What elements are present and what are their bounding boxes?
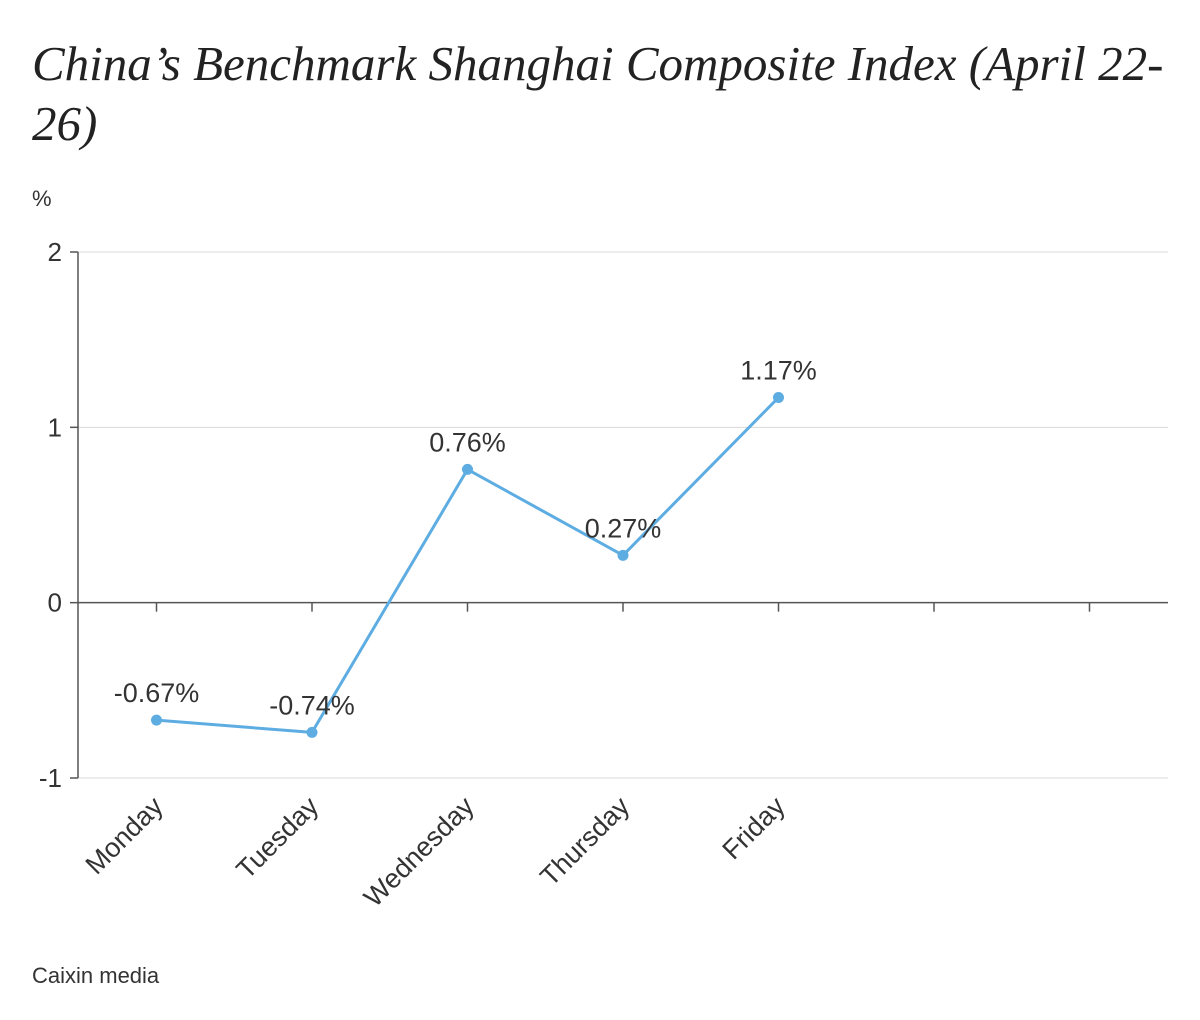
data-point [617, 549, 629, 561]
data-point [151, 714, 162, 726]
data-point [306, 726, 318, 738]
y-tick-label: 1 [48, 412, 62, 442]
y-unit-label: % [32, 186, 52, 211]
x-category-label: Thursday [534, 791, 635, 892]
y-tick-label: 2 [48, 237, 62, 267]
x-category-label: Tuesday [231, 791, 325, 885]
y-tick-label: 0 [48, 588, 62, 618]
data-label: -0.67% [114, 678, 200, 708]
data-label: 0.27% [585, 513, 662, 543]
data-point [773, 392, 784, 404]
x-category-label: Monday [80, 791, 169, 880]
chart-title: China’s Benchmark Shanghai Composite Ind… [32, 36, 1164, 151]
y-tick-label: -1 [39, 763, 62, 793]
x-category-label: Wednesday [358, 791, 480, 913]
data-label: -0.74% [269, 690, 355, 720]
data-label: 0.76% [429, 427, 506, 457]
data-point [462, 463, 473, 475]
x-category-label: Friday [716, 791, 791, 866]
data-label: 1.17% [740, 356, 817, 386]
source-note: Caixin media [32, 963, 160, 988]
